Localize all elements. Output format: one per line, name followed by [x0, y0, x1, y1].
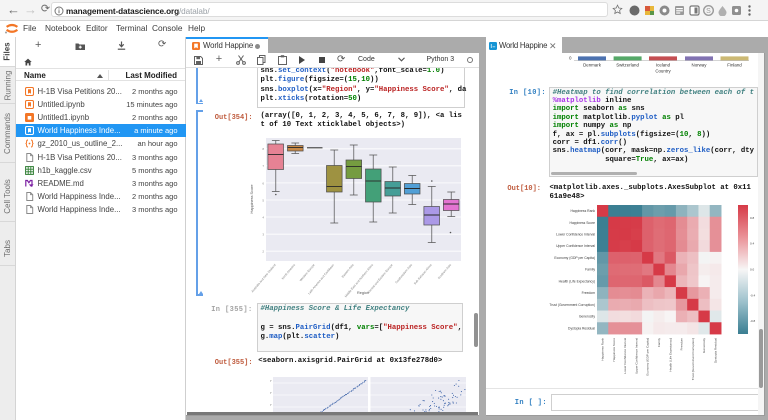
svg-text:Eastern Asia: Eastern Asia [341, 263, 355, 279]
svg-text:3: 3 [262, 233, 264, 237]
svg-text:Iceland: Iceland [656, 63, 671, 68]
svg-text:Denmark: Denmark [583, 63, 602, 68]
svg-text:Freedom: Freedom [582, 291, 596, 295]
svg-text:5: 5 [262, 198, 264, 202]
svg-text:Southern Asia: Southern Asia [437, 263, 452, 280]
svg-text:7: 7 [270, 379, 272, 383]
svg-text:Generosity: Generosity [579, 315, 595, 319]
svg-text:North America: North America [281, 263, 296, 280]
svg-text:Lower Confidence Interval: Lower Confidence Interval [556, 233, 595, 237]
svg-text:Australia and New Zealand: Australia and New Zealand [250, 263, 276, 293]
svg-text:Economy (GDP per Capita): Economy (GDP per Capita) [554, 256, 595, 260]
svg-text:0.8: 0.8 [750, 216, 755, 220]
svg-text:Trust (Government Corruption): Trust (Government Corruption) [691, 338, 695, 380]
svg-text:Finland: Finland [727, 63, 742, 68]
svg-text:Lower Confidence Interval: Lower Confidence Interval [623, 338, 627, 374]
svg-text:Health (Life Expectancy): Health (Life Expectancy) [559, 279, 595, 283]
svg-text:7: 7 [270, 403, 272, 407]
svg-text:0.0: 0.0 [750, 268, 755, 272]
svg-text:Dystopia Residual: Dystopia Residual [713, 338, 717, 363]
svg-text:Happiness Score: Happiness Score [570, 221, 596, 225]
svg-text:Western Europe: Western Europe [299, 263, 316, 282]
svg-text:7: 7 [262, 164, 264, 168]
svg-text:Happiness Rank: Happiness Rank [570, 209, 595, 213]
svg-text:7: 7 [270, 391, 272, 395]
svg-text:S: S [706, 8, 711, 15]
svg-text:-0.8: -0.8 [750, 319, 756, 323]
svg-text:Happiness Score: Happiness Score [612, 338, 616, 362]
svg-text:Generosity: Generosity [702, 338, 706, 353]
svg-text:Sub-Saharan Africa: Sub-Saharan Africa [413, 263, 433, 286]
svg-text:2: 2 [262, 250, 264, 254]
svg-text:Upper Confidence Interval: Upper Confidence Interval [556, 244, 595, 248]
svg-text:-0.4: -0.4 [750, 293, 756, 297]
svg-text:6: 6 [262, 181, 264, 185]
svg-text:Trust (Government Corruption): Trust (Government Corruption) [549, 303, 595, 307]
svg-text:Region: Region [357, 291, 369, 295]
svg-text:Happiness Score: Happiness Score [250, 185, 254, 214]
svg-text:Switzerland: Switzerland [616, 63, 639, 68]
svg-text:Family: Family [657, 338, 661, 348]
svg-text:8: 8 [262, 147, 264, 151]
svg-text:Upper Confidence Interval: Upper Confidence Interval [635, 338, 639, 374]
svg-text:0.4: 0.4 [750, 242, 755, 246]
svg-text:0: 0 [569, 56, 572, 61]
svg-text:Country: Country [655, 69, 671, 74]
svg-text:Southeastern Asia: Southeastern Asia [394, 263, 413, 284]
svg-text:Freedom: Freedom [680, 338, 684, 351]
svg-text:Family: Family [585, 268, 595, 272]
svg-text:Health (Life Expectancy): Health (Life Expectancy) [668, 338, 672, 372]
svg-text:Happiness Rank: Happiness Rank [601, 338, 605, 361]
svg-text:4: 4 [262, 215, 264, 219]
svg-text:Economy (GDP per Capita): Economy (GDP per Capita) [646, 338, 650, 376]
svg-text:Norway: Norway [692, 63, 708, 68]
svg-text:Dystopia Residual: Dystopia Residual [568, 326, 595, 330]
